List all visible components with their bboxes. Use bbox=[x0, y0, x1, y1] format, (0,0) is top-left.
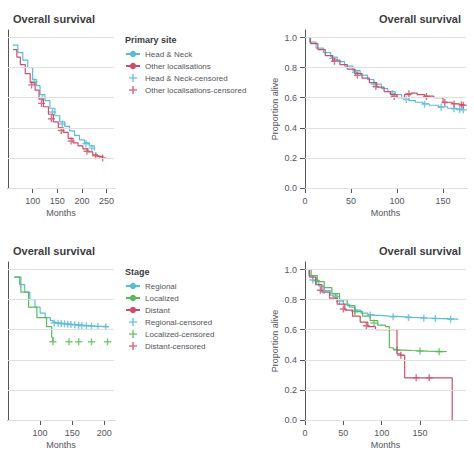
svg-text:0.2: 0.2 bbox=[284, 385, 297, 395]
svg-text:Proportion alive: Proportion alive bbox=[270, 78, 280, 141]
svg-text:Regional: Regional bbox=[145, 282, 177, 291]
svg-text:Overall survival: Overall survival bbox=[379, 13, 461, 25]
svg-text:Proportion alive: Proportion alive bbox=[270, 310, 280, 373]
svg-text:250: 250 bbox=[99, 196, 114, 206]
svg-text:0.8: 0.8 bbox=[284, 295, 297, 305]
svg-text:Overall survival: Overall survival bbox=[379, 245, 461, 257]
svg-text:Localized: Localized bbox=[145, 294, 179, 303]
svg-text:150: 150 bbox=[65, 428, 80, 438]
svg-text:50: 50 bbox=[338, 428, 348, 438]
svg-text:Other localisations-censored: Other localisations-censored bbox=[145, 86, 246, 95]
svg-text:100: 100 bbox=[25, 196, 40, 206]
svg-text:200: 200 bbox=[74, 196, 89, 206]
svg-text:Months: Months bbox=[371, 208, 401, 218]
svg-text:Months: Months bbox=[371, 440, 401, 450]
svg-text:Other localisations: Other localisations bbox=[145, 62, 211, 71]
svg-text:0: 0 bbox=[302, 196, 307, 206]
svg-text:0.8: 0.8 bbox=[284, 63, 297, 73]
svg-text:150: 150 bbox=[435, 196, 450, 206]
svg-text:0.4: 0.4 bbox=[284, 123, 297, 133]
svg-text:Head & Neck-censored: Head & Neck-censored bbox=[145, 74, 228, 83]
svg-text:100: 100 bbox=[33, 428, 48, 438]
svg-text:Stage: Stage bbox=[125, 267, 150, 277]
svg-text:0.0: 0.0 bbox=[284, 183, 297, 193]
svg-text:1.0: 1.0 bbox=[284, 33, 297, 43]
svg-text:100: 100 bbox=[374, 428, 389, 438]
svg-text:Months: Months bbox=[46, 440, 76, 450]
svg-text:Overall survival: Overall survival bbox=[13, 13, 95, 25]
svg-text:1.0: 1.0 bbox=[284, 265, 297, 275]
svg-text:Regional-censored: Regional-censored bbox=[145, 318, 212, 327]
svg-text:100: 100 bbox=[389, 196, 404, 206]
svg-text:0.0: 0.0 bbox=[284, 415, 297, 425]
svg-text:150: 150 bbox=[50, 196, 65, 206]
svg-text:Head & Neck: Head & Neck bbox=[145, 50, 193, 59]
svg-text:Months: Months bbox=[46, 208, 76, 218]
svg-text:0: 0 bbox=[302, 428, 307, 438]
svg-text:50: 50 bbox=[346, 196, 356, 206]
svg-text:Overall survival: Overall survival bbox=[13, 245, 95, 257]
svg-text:0.4: 0.4 bbox=[284, 355, 297, 365]
svg-text:150: 150 bbox=[412, 428, 427, 438]
svg-text:Distant-censored: Distant-censored bbox=[145, 342, 205, 351]
svg-text:0.6: 0.6 bbox=[284, 93, 297, 103]
svg-text:0.2: 0.2 bbox=[284, 153, 297, 163]
svg-text:Primary site: Primary site bbox=[125, 35, 177, 45]
svg-text:0.6: 0.6 bbox=[284, 325, 297, 335]
svg-text:Distant: Distant bbox=[145, 306, 171, 315]
svg-text:Localized-censored: Localized-censored bbox=[145, 330, 214, 339]
svg-text:200: 200 bbox=[97, 428, 112, 438]
